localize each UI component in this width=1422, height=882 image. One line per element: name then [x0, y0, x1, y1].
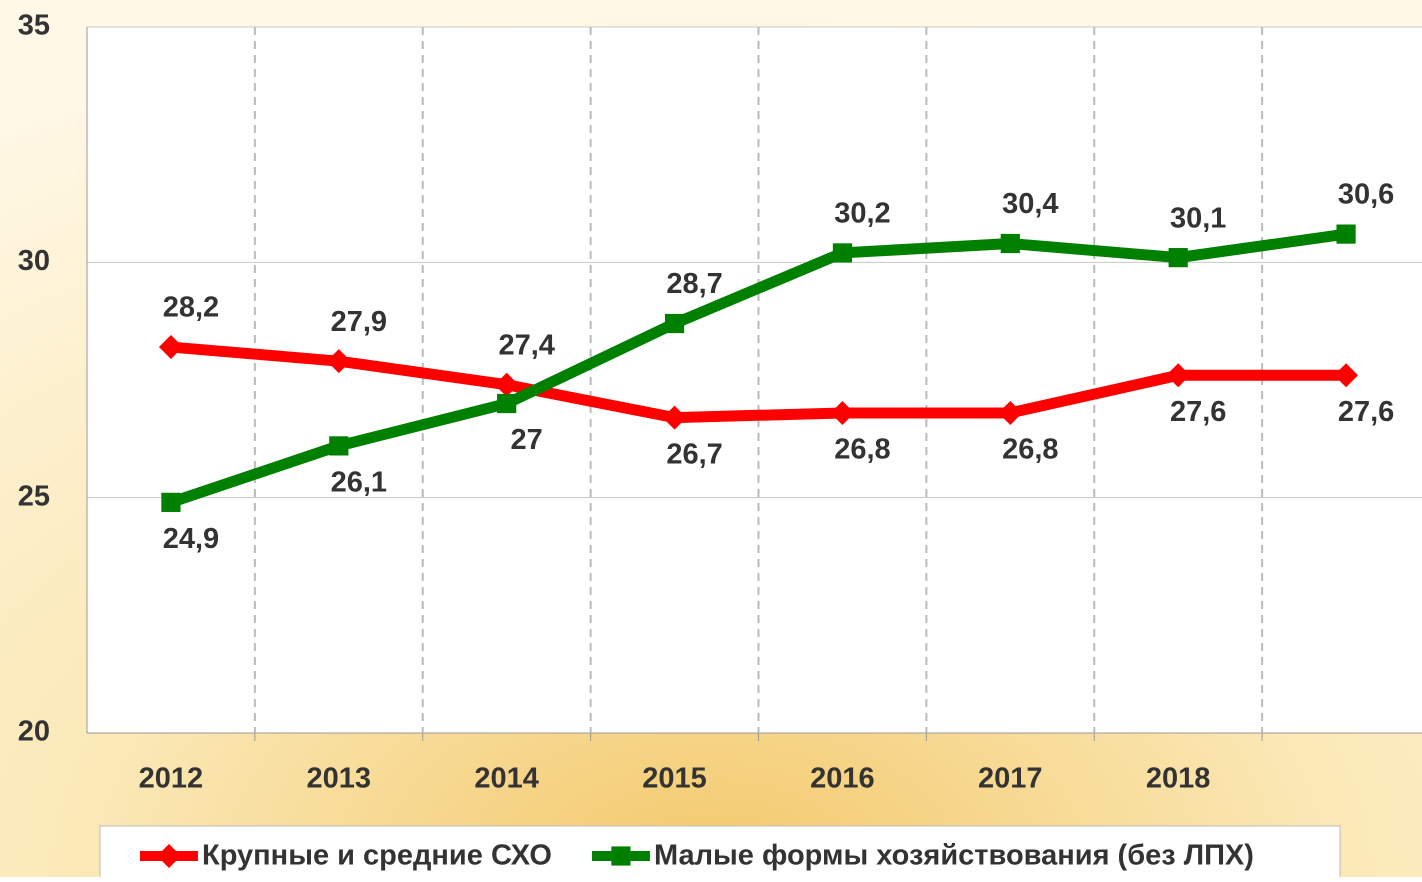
x-tick-label: 2016 [810, 763, 875, 795]
y-tick-label: 35 [18, 10, 50, 42]
data-label: 26,7 [666, 438, 722, 470]
page: 20 25 30 35 2012 2013 2014 2015 2016 2017 2018 28,2… [0, 0, 1422, 877]
x-tick-label: 2018 [1146, 763, 1211, 795]
data-label: 30,1 [1170, 202, 1226, 234]
legend-label: Крупные и средние СХО [202, 840, 552, 872]
data-label: 26,8 [834, 434, 890, 466]
x-tick-label: 2012 [139, 763, 204, 795]
data-label: 30,4 [1002, 188, 1058, 220]
data-label: 27,6 [1170, 396, 1226, 428]
point-marker [833, 243, 852, 262]
legend-marker [611, 846, 630, 865]
data-label: 26,1 [331, 467, 387, 499]
data-label: 27,6 [1338, 396, 1394, 428]
point-marker [329, 436, 348, 455]
data-label: 27,4 [498, 329, 554, 361]
point-marker [1001, 234, 1020, 253]
x-tick-label: 2015 [642, 763, 707, 795]
data-label: 26,8 [1002, 434, 1058, 466]
y-tick-label: 20 [18, 716, 50, 748]
data-label: 24,9 [163, 523, 219, 555]
data-label: 28,7 [666, 268, 722, 300]
x-tick-label: 2017 [978, 763, 1043, 795]
x-tick-label: 2013 [307, 763, 372, 795]
data-label: 27 [511, 424, 543, 456]
data-label: 30,2 [834, 198, 890, 230]
data-label: 30,6 [1338, 179, 1394, 211]
point-marker [1336, 224, 1355, 243]
point-marker [161, 493, 180, 512]
point-marker [497, 394, 516, 413]
point-marker [1169, 248, 1188, 267]
point-marker [665, 314, 684, 333]
chart: 20 25 30 35 2012 2013 2014 2015 2016 2017 2018 28,2… [0, 0, 1422, 877]
data-label: 27,9 [331, 306, 387, 338]
data-label: 28,2 [163, 292, 219, 324]
y-tick-label: 25 [18, 480, 50, 512]
x-tick-label: 2014 [474, 763, 539, 795]
legend-label: Малые формы хозяйствования (без ЛПХ) [654, 840, 1254, 872]
y-tick-label: 30 [18, 245, 50, 277]
